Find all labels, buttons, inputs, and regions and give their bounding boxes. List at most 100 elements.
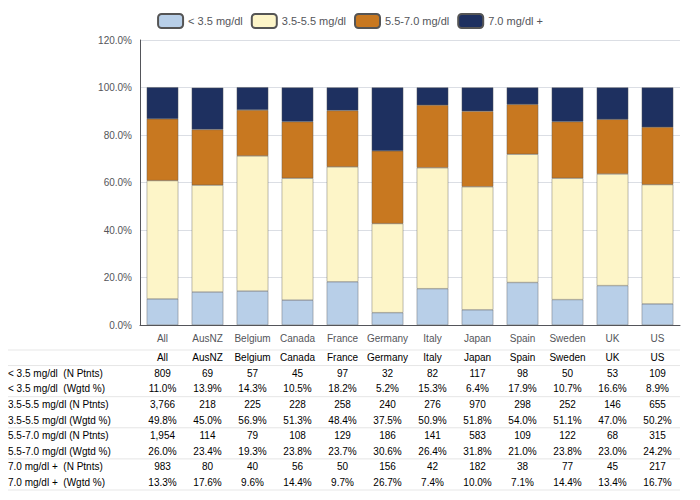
svg-text:141: 141 — [424, 430, 441, 441]
svg-text:26.0%: 26.0% — [148, 446, 176, 457]
svg-text:809: 809 — [154, 368, 171, 379]
svg-text:82: 82 — [427, 368, 439, 379]
svg-text:54.0%: 54.0% — [508, 415, 536, 426]
svg-text:3.5-5.5 mg/dl: 3.5-5.5 mg/dl — [282, 15, 346, 27]
svg-text:50: 50 — [337, 461, 349, 472]
svg-text:17.9%: 17.9% — [508, 383, 536, 394]
svg-text:583: 583 — [469, 430, 486, 441]
svg-text:218: 218 — [199, 399, 216, 410]
svg-text:11.0%: 11.0% — [149, 383, 177, 394]
svg-text:3,766: 3,766 — [150, 399, 175, 410]
svg-text:17.6%: 17.6% — [193, 477, 221, 488]
svg-text:40.0%: 40.0% — [104, 225, 132, 236]
svg-text:50.2%: 50.2% — [643, 415, 671, 426]
svg-text:98: 98 — [517, 368, 529, 379]
svg-text:122: 122 — [559, 430, 576, 441]
svg-text:258: 258 — [334, 399, 351, 410]
svg-text:All: All — [157, 333, 168, 344]
svg-text:31.8%: 31.8% — [463, 446, 491, 457]
svg-text:23.4%: 23.4% — [193, 446, 221, 457]
svg-text:146: 146 — [604, 399, 621, 410]
svg-text:18.2%: 18.2% — [328, 383, 356, 394]
svg-text:9.7%: 9.7% — [331, 477, 354, 488]
svg-text:AusNZ: AusNZ — [192, 352, 223, 363]
svg-text:14.4%: 14.4% — [553, 477, 581, 488]
svg-text:109: 109 — [649, 368, 666, 379]
svg-text:32: 32 — [382, 368, 394, 379]
svg-text:AusNZ: AusNZ — [192, 333, 223, 344]
svg-text:225: 225 — [244, 399, 261, 410]
svg-text:129: 129 — [334, 430, 351, 441]
svg-text:20.0%: 20.0% — [104, 272, 132, 283]
svg-text:23.7%: 23.7% — [328, 446, 356, 457]
svg-text:10.7%: 10.7% — [553, 383, 581, 394]
svg-text:182: 182 — [469, 461, 486, 472]
svg-text:49.8%: 49.8% — [148, 415, 176, 426]
svg-text:970: 970 — [469, 399, 486, 410]
svg-text:10.5%: 10.5% — [283, 383, 311, 394]
svg-text:14.3%: 14.3% — [238, 383, 266, 394]
svg-text:114: 114 — [200, 430, 216, 441]
svg-text:16.7%: 16.7% — [643, 477, 671, 488]
svg-text:3.5-5.5 mg/dl (N Ptnts): 3.5-5.5 mg/dl (N Ptnts) — [8, 399, 109, 410]
svg-text:51.3%: 51.3% — [283, 415, 311, 426]
svg-text:Spain: Spain — [510, 352, 536, 363]
svg-text:79: 79 — [247, 430, 259, 441]
svg-text:51.1%: 51.1% — [553, 415, 581, 426]
svg-text:13.4%: 13.4% — [598, 477, 626, 488]
svg-text:15.3%: 15.3% — [418, 383, 446, 394]
svg-text:45: 45 — [292, 368, 304, 379]
svg-text:10.0%: 10.0% — [463, 477, 491, 488]
svg-text:< 3.5 mg/dl (N Ptnts): < 3.5 mg/dl (N Ptnts) — [8, 368, 103, 379]
svg-text:23.8%: 23.8% — [553, 446, 581, 457]
svg-text:Canada: Canada — [280, 333, 315, 344]
svg-text:US: US — [651, 352, 665, 363]
svg-text:120.0%: 120.0% — [98, 35, 132, 46]
svg-text:All: All — [157, 352, 168, 363]
svg-text:51.8%: 51.8% — [463, 415, 491, 426]
svg-text:16.6%: 16.6% — [598, 383, 626, 394]
svg-text:252: 252 — [559, 399, 576, 410]
svg-text:19.3%: 19.3% — [238, 446, 266, 457]
svg-text:6.4%: 6.4% — [466, 383, 489, 394]
svg-text:40: 40 — [247, 461, 259, 472]
svg-text:< 3.5 mg/dl: < 3.5 mg/dl — [188, 15, 243, 27]
svg-text:France: France — [327, 352, 359, 363]
svg-text:228: 228 — [289, 399, 306, 410]
svg-text:Canada: Canada — [280, 352, 315, 363]
svg-text:5.5-7.0 mg/dl: 5.5-7.0 mg/dl — [385, 15, 449, 27]
svg-text:217: 217 — [649, 461, 666, 472]
svg-text:Italy: Italy — [423, 333, 441, 344]
svg-text:24.2%: 24.2% — [643, 446, 671, 457]
svg-text:77: 77 — [562, 461, 574, 472]
svg-text:7.0 mg/dl + (N Ptnts): 7.0 mg/dl + (N Ptnts) — [8, 461, 103, 472]
svg-text:7.0 mg/dl + (Wgtd %): 7.0 mg/dl + (Wgtd %) — [8, 477, 105, 488]
svg-text:7.0 mg/dl +: 7.0 mg/dl + — [488, 15, 543, 27]
svg-text:47.0%: 47.0% — [598, 415, 626, 426]
svg-text:37.5%: 37.5% — [373, 415, 401, 426]
svg-text:50.9%: 50.9% — [418, 415, 446, 426]
svg-text:UK: UK — [606, 333, 620, 344]
svg-text:Germany: Germany — [367, 352, 408, 363]
svg-text:0.0%: 0.0% — [109, 320, 132, 331]
svg-text:Japan: Japan — [464, 333, 491, 344]
svg-text:298: 298 — [514, 399, 531, 410]
svg-text:26.4%: 26.4% — [418, 446, 446, 457]
svg-text:9.6%: 9.6% — [241, 477, 264, 488]
svg-text:80: 80 — [202, 461, 214, 472]
svg-text:117: 117 — [470, 368, 486, 379]
svg-text:13.3%: 13.3% — [148, 477, 176, 488]
svg-text:Japan: Japan — [464, 352, 491, 363]
svg-text:23.8%: 23.8% — [283, 446, 311, 457]
svg-text:Spain: Spain — [510, 333, 536, 344]
svg-text:Sweden: Sweden — [549, 333, 585, 344]
svg-text:48.4%: 48.4% — [328, 415, 356, 426]
svg-text:Sweden: Sweden — [549, 352, 585, 363]
svg-text:Italy: Italy — [423, 352, 441, 363]
svg-text:50: 50 — [562, 368, 574, 379]
svg-text:21.0%: 21.0% — [508, 446, 536, 457]
svg-text:983: 983 — [154, 461, 171, 472]
svg-text:23.0%: 23.0% — [598, 446, 626, 457]
svg-text:56.9%: 56.9% — [238, 415, 266, 426]
svg-text:France: France — [327, 333, 359, 344]
